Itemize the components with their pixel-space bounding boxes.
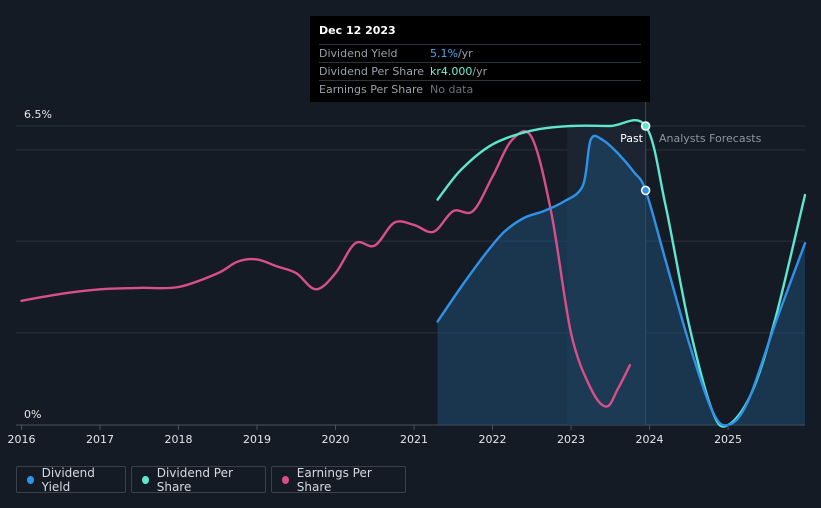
x-tick-label: 2025 — [714, 433, 742, 446]
x-axis-ticks: 2016 2017 2018 2019 2020 2021 2022 2023 2024 2025 — [7, 425, 742, 446]
dividend-yield-area — [437, 135, 805, 426]
y-axis-min-label: 0% — [24, 408, 41, 421]
y-axis-max-label: 6.5% — [24, 108, 52, 121]
legend-earnings-per-share[interactable]: Earnings Per Share — [271, 465, 406, 494]
x-tick-label: 2024 — [636, 433, 664, 446]
past-label: Past — [620, 132, 644, 145]
x-tick-label: 2021 — [400, 433, 428, 446]
hover-tooltip: Dec 12 2023 Dividend Yield 5.1% /yr Divi… — [310, 16, 650, 102]
tooltip-label: Dividend Per Share — [319, 65, 425, 78]
x-tick-label: 2017 — [86, 433, 114, 446]
x-tick-label: 2020 — [322, 433, 350, 446]
tooltip-unit: /yr — [457, 47, 473, 60]
tooltip-row-dividend-per-share: Dividend Per Share kr4.000 /yr — [319, 62, 641, 80]
tooltip-row-earnings-per-share: Earnings Per Share No data — [319, 80, 641, 98]
dividend-per-share-marker — [640, 121, 651, 131]
earnings-per-share-line — [20, 129, 632, 408]
x-tick-label: 2022 — [479, 433, 507, 446]
chart-legend: Dividend Yield Dividend Per Share Earnin… — [16, 465, 406, 494]
legend-label: Dividend Yield — [41, 465, 95, 494]
legend-dot-icon — [142, 475, 149, 484]
legend-label: Dividend Per Share — [156, 465, 233, 494]
tooltip-row-dividend-yield: Dividend Yield 5.1% /yr — [319, 44, 641, 62]
x-tick-label: 2018 — [165, 433, 193, 446]
tooltip-unit: /yr — [472, 65, 488, 78]
legend-label: Earnings Per Share — [296, 465, 372, 494]
hover-markers — [640, 121, 651, 196]
legend-dividend-per-share[interactable]: Dividend Per Share — [131, 465, 266, 494]
dividend-yield-area-fill — [437, 135, 805, 426]
tooltip-value: 5.1% — [430, 47, 458, 60]
legend-dot-icon — [27, 475, 34, 484]
tooltip-value: kr4.000 — [430, 65, 473, 78]
legend-dot-icon — [282, 475, 289, 484]
tooltip-label: Dividend Yield — [319, 47, 398, 60]
series-lines — [20, 119, 807, 428]
legend-dividend-yield[interactable]: Dividend Yield — [16, 465, 126, 494]
x-tick-label: 2023 — [557, 433, 585, 446]
dividend-yield-line — [436, 134, 807, 427]
tooltip-label: Earnings Per Share — [319, 83, 424, 96]
dividend-yield-marker — [640, 185, 651, 196]
x-tick-label: 2019 — [243, 433, 271, 446]
analysts-forecasts-label: Analysts Forecasts — [659, 132, 762, 145]
x-tick-label: 2016 — [7, 433, 35, 446]
tooltip-date: Dec 12 2023 — [319, 24, 396, 37]
tooltip-value: No data — [430, 83, 474, 96]
